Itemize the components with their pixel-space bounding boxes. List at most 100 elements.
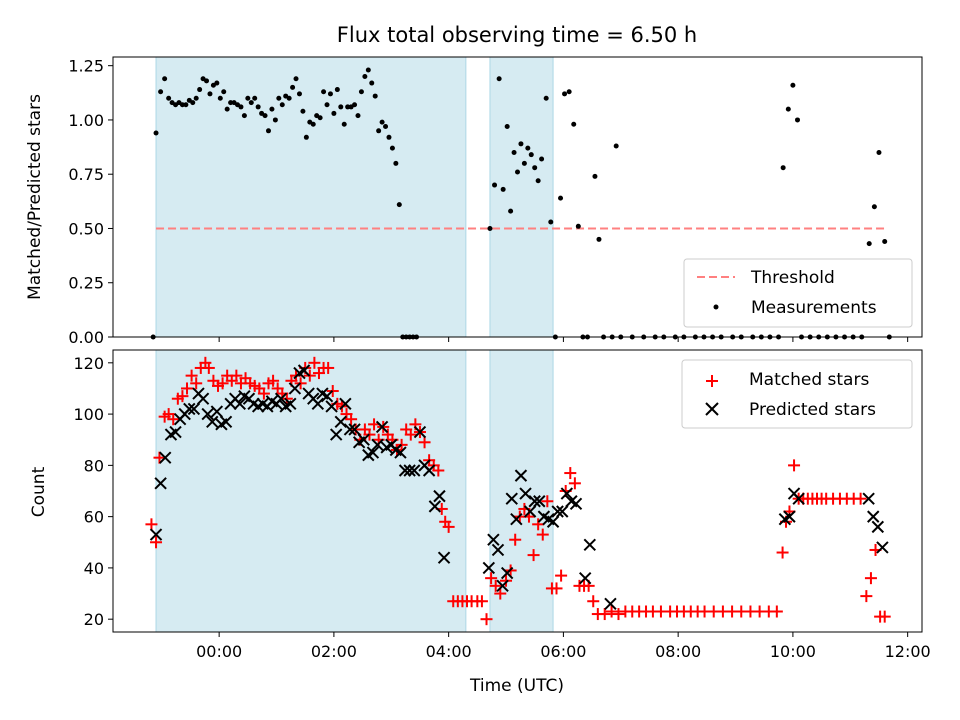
measurement-point [785, 106, 791, 112]
matched-star-point [532, 518, 545, 531]
top-y-tick-label: 0.50 [68, 219, 104, 238]
matched-legend-label: Matched stars [749, 370, 869, 390]
measurement-point [508, 208, 514, 214]
measurement-point [613, 143, 619, 149]
measurement-point [269, 106, 275, 112]
measurement-point [528, 152, 534, 158]
predicted-star-point [288, 382, 302, 395]
measurement-point [496, 76, 502, 82]
matched-star-point [605, 605, 618, 618]
bottom-plot-frame [112, 349, 923, 633]
measurement-point [207, 91, 213, 97]
measurement-point [262, 113, 268, 119]
top-y-tick-label: 0.75 [68, 165, 104, 184]
top-shaded-spans [155, 56, 554, 338]
predicted-star-point [394, 446, 407, 459]
measurement-point [790, 82, 796, 88]
matched-star-point [202, 361, 215, 374]
predicted-star-point [876, 541, 889, 554]
measurement-point [871, 204, 877, 210]
measurement-point [539, 156, 545, 162]
measurement-point [548, 219, 554, 225]
measurement-point [866, 241, 872, 247]
measurement-point [290, 84, 296, 90]
measurement-point [372, 93, 378, 99]
matched-star-point [216, 377, 229, 390]
matched-legend-swatch [706, 375, 718, 387]
predicted-star-point [560, 487, 574, 500]
matched-star-point [190, 377, 203, 390]
bottom-x-tick-label: 08:00 [655, 642, 701, 661]
bottom-y-tick-label: 100 [73, 405, 104, 424]
measurement-point [358, 89, 364, 95]
measurement-point [214, 80, 220, 86]
predicted-star-point [154, 477, 167, 490]
measurement-point [334, 87, 340, 93]
matched-star-point [475, 595, 488, 608]
predicted-star-point [183, 402, 196, 416]
measurement-point [255, 104, 261, 110]
measurement-point [197, 87, 203, 93]
predicted-star-point [320, 389, 334, 403]
top-panel: 0.00 0.25 0.50 0.75 1.00 1.25 Matched/Predict… [25, 56, 923, 347]
predicted-star-point [201, 407, 214, 421]
predicted-stars-series [149, 364, 889, 611]
predicted-star-point [357, 433, 370, 446]
measurements-legend-swatch [713, 304, 719, 310]
matched-star-point [598, 608, 611, 621]
chart-title: Flux total observing time = 6.50 h [337, 23, 697, 47]
predicted-star-point [433, 489, 446, 503]
predicted-star-point [491, 543, 505, 557]
predicted-star-point [159, 451, 172, 464]
top-x-ticks [218, 337, 909, 342]
measurement-point [369, 80, 375, 86]
matched-star-point [564, 467, 577, 480]
predicted-star-point [284, 397, 297, 411]
bottom-x-tick-label: 06:00 [540, 642, 586, 661]
top-y-tick-label: 1.00 [68, 111, 104, 130]
matched-star-point [878, 610, 891, 623]
measurement-point [558, 195, 564, 201]
measurement-point [241, 113, 247, 119]
measurement-point [238, 104, 244, 110]
measurement-point [252, 95, 258, 101]
predicted-star-point [343, 423, 357, 436]
bottom-legend: Matched stars Predicted stars [681, 359, 913, 429]
measurement-point [228, 100, 234, 106]
measurement-point [324, 102, 330, 108]
top-y-tick-label: 0.25 [68, 274, 104, 293]
matched-star-point [322, 361, 335, 374]
predicted-star-point [196, 392, 210, 405]
matched-star-point [555, 569, 568, 582]
predicted-star-point [371, 438, 384, 452]
matched-star-point [485, 572, 498, 585]
top-y-tick-label: 0.00 [68, 328, 104, 347]
measurement-point [190, 100, 196, 106]
matched-star-point [500, 574, 513, 587]
predicted-star-point [871, 520, 885, 534]
x-axis-label: Time (UTC) [469, 676, 564, 696]
matched-star-point [181, 382, 194, 395]
matched-star-point [185, 369, 198, 382]
predicted-star-point [551, 505, 564, 518]
matched-star-point [308, 356, 321, 369]
measurement-point [158, 89, 164, 95]
predicted-star-point [533, 495, 546, 508]
matched-star-point [854, 492, 867, 505]
bottom-shaded-spans [155, 349, 554, 633]
matched-star-point [167, 413, 180, 426]
matched-star-point [776, 546, 789, 559]
measurement-point [224, 106, 230, 112]
predicted-star-point [556, 505, 569, 518]
predicted-star-point [528, 495, 541, 508]
predicted-star-point [339, 397, 352, 411]
matched-star-point [267, 374, 280, 387]
predicted-star-point [408, 464, 421, 477]
measurement-point [303, 134, 309, 140]
measurement-point [389, 145, 395, 151]
predicted-star-point [583, 538, 597, 552]
measurement-point [511, 150, 517, 156]
bottom-x-tick-label: 00:00 [196, 642, 242, 661]
measurement-point [153, 130, 159, 136]
